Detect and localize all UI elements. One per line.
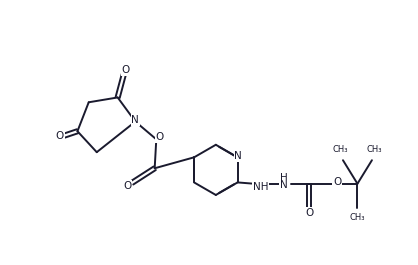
Text: NH: NH	[253, 182, 269, 192]
Text: N: N	[234, 151, 242, 161]
Text: CH₃: CH₃	[333, 145, 348, 154]
Text: H: H	[280, 173, 287, 183]
Text: O: O	[56, 131, 64, 141]
Text: N: N	[132, 115, 139, 125]
Text: O: O	[122, 65, 130, 75]
Text: O: O	[123, 181, 131, 191]
Text: O: O	[305, 208, 314, 218]
Text: O: O	[155, 132, 163, 142]
Text: CH₃: CH₃	[350, 213, 365, 222]
Text: N: N	[280, 180, 287, 190]
Text: CH₃: CH₃	[367, 145, 382, 154]
Text: O: O	[333, 177, 341, 187]
